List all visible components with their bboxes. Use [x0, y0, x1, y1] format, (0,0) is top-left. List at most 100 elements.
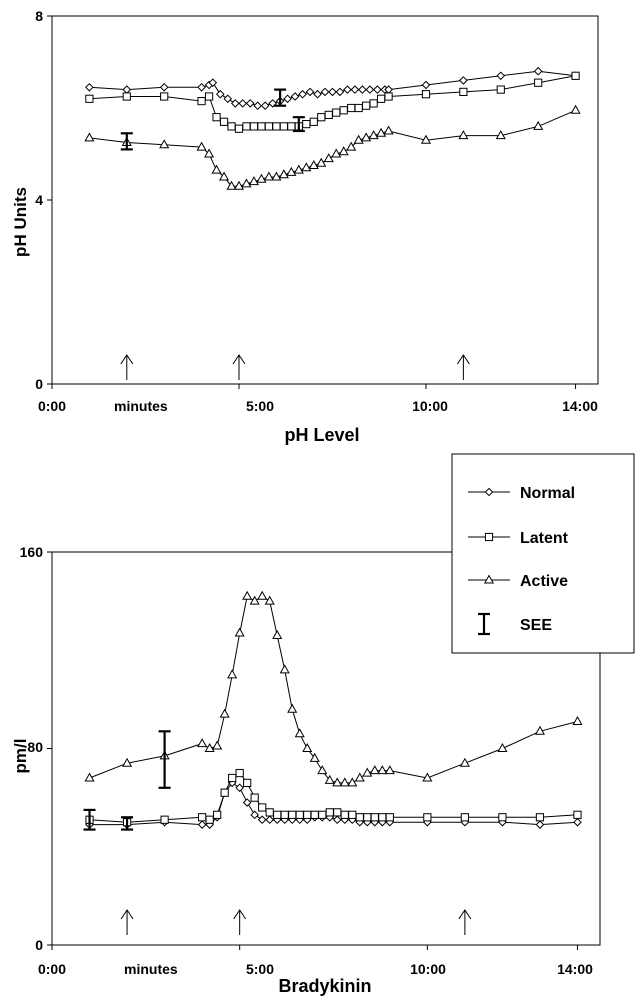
ph-point-normal [215, 89, 225, 99]
bk-point-active [219, 708, 230, 718]
up-arrow-icon [458, 909, 472, 935]
legend-swatches [468, 487, 510, 636]
bk-point-latent [258, 803, 267, 812]
ph-chart: 0 4 8 0:00 5:00 10:00 14:00 minutes pH U… [11, 8, 599, 445]
bk-point-active [354, 772, 365, 782]
up-arrow-icon [232, 354, 246, 380]
bk-error-bar [158, 730, 171, 789]
bk-point-latent [295, 810, 304, 819]
ph-point-active [286, 166, 297, 176]
bk-point-active [422, 772, 433, 782]
ph-point-normal [533, 66, 543, 76]
bk-xtick-label: 14:00 [557, 961, 593, 977]
ph-point-latent [242, 122, 251, 131]
ph-point-active [353, 134, 364, 144]
bk-point-latent [498, 813, 507, 822]
bk-point-normal [235, 783, 244, 793]
bk-point-normal [573, 817, 582, 827]
ph-point-latent [332, 108, 341, 117]
bk-point-active [204, 742, 215, 752]
bk-ytick-label: 80 [27, 739, 43, 755]
ph-xtick-label: 10:00 [412, 398, 448, 414]
ph-point-latent [264, 122, 274, 131]
ph-point-latent [212, 113, 221, 122]
bk-point-latent [348, 810, 357, 819]
bk-ytick-label: 0 [35, 937, 43, 953]
legend: Normal Latent Active SEE [451, 453, 635, 654]
bk-point-latent [250, 793, 259, 802]
legend-box [451, 453, 635, 654]
ph-point-active [271, 171, 282, 181]
ph-axis-ticks [47, 15, 577, 389]
ph-point-active [420, 134, 432, 144]
legend-swatch-marker-latent [484, 532, 494, 542]
bk-point-latent [535, 813, 545, 822]
bk-point-normal [535, 820, 545, 829]
ph-point-latent [287, 122, 296, 131]
ph-point-latent [279, 122, 288, 131]
ph-point-normal [320, 87, 330, 97]
bk-point-latent [333, 808, 342, 817]
bk-point-active [234, 627, 245, 637]
bk-minutes-label: minutes [124, 961, 178, 977]
up-arrow-head [232, 354, 246, 365]
bk-point-latent [385, 813, 394, 822]
bk-point-active [317, 765, 328, 775]
ph-point-latent [272, 122, 281, 131]
bk-point-active [272, 629, 283, 640]
ph-point-normal [197, 82, 206, 92]
bk-point-active [242, 590, 253, 600]
up-arrow-icon [233, 909, 247, 935]
bk-point-latent [235, 768, 244, 778]
ph-point-latent [257, 122, 266, 131]
legend-label-latent: Latent [520, 530, 569, 547]
bk-point-active [384, 765, 395, 775]
bk-point-latent [213, 810, 222, 819]
bk-point-active [339, 777, 350, 787]
ph-point-normal [496, 71, 506, 81]
ph-point-latent [339, 106, 348, 115]
ph-point-normal [238, 99, 248, 108]
ph-point-latent [354, 103, 363, 113]
bk-point-latent [228, 773, 237, 783]
ph-point-latent [309, 117, 318, 126]
ph-point-normal [298, 89, 307, 99]
bk-x-axis-label: Bradykinin [278, 976, 371, 996]
ph-point-normal [268, 99, 277, 108]
bk-point-latent [423, 813, 432, 822]
bk-point-active [324, 774, 335, 784]
ph-xtick-label: 14:00 [562, 398, 598, 414]
ph-point-normal [313, 89, 322, 99]
legend-swatch-marker-active [483, 574, 495, 584]
bk-ytick-label: 160 [20, 544, 44, 560]
ph-point-latent [249, 122, 259, 131]
bk-point-active [227, 669, 238, 679]
ph-point-active [196, 141, 207, 151]
bk-point-normal [265, 815, 275, 825]
ph-point-latent [347, 103, 356, 113]
ph-point-active [533, 120, 544, 130]
bk-point-latent [318, 810, 327, 819]
bk-point-latent [280, 810, 289, 819]
bk-point-latent [220, 788, 229, 797]
ph-point-active [323, 153, 334, 163]
ph-point-active [293, 164, 304, 174]
ph-point-normal [421, 80, 431, 90]
bk-point-active [309, 752, 320, 762]
ph-point-normal [358, 85, 367, 94]
bk-point-active [212, 740, 223, 750]
bk-plot-area [83, 590, 583, 831]
ph-point-normal [343, 85, 352, 94]
ph-point-active [346, 141, 357, 151]
ph-point-active [218, 171, 230, 181]
bk-point-normal [332, 815, 342, 825]
ph-point-normal [459, 76, 468, 85]
ph-point-normal [290, 92, 300, 101]
legend-swatch-marker-normal [484, 487, 494, 497]
ph-point-latent [324, 110, 333, 120]
ph-point-normal [223, 94, 233, 104]
bk-point-active [294, 728, 305, 738]
ph-point-latent [459, 87, 468, 97]
ph-point-active [84, 132, 95, 142]
bk-point-active [264, 595, 275, 605]
